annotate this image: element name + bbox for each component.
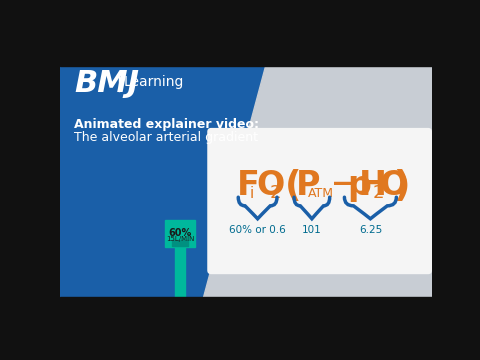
Text: 15L/MIN: 15L/MIN — [166, 236, 194, 242]
Text: Learning: Learning — [123, 75, 184, 89]
Text: ATM: ATM — [308, 187, 334, 200]
Polygon shape — [204, 66, 432, 297]
FancyBboxPatch shape — [207, 128, 432, 274]
Text: 60% or 0.6: 60% or 0.6 — [229, 225, 286, 235]
Text: O: O — [256, 169, 284, 202]
Bar — [60, 43, 432, 66]
Text: H: H — [359, 169, 387, 202]
Text: (: ( — [285, 168, 301, 203]
Text: 60%: 60% — [168, 228, 192, 238]
Text: F: F — [237, 169, 260, 202]
Bar — [172, 239, 188, 246]
Text: 2: 2 — [373, 184, 384, 202]
Text: O: O — [379, 169, 408, 202]
Bar — [166, 220, 195, 247]
Bar — [176, 234, 185, 297]
Text: −: − — [331, 170, 355, 198]
Text: 2: 2 — [270, 184, 282, 202]
Text: p: p — [347, 169, 371, 202]
Text: Animated explainer video:: Animated explainer video: — [74, 118, 259, 131]
Text: 101: 101 — [302, 225, 322, 235]
Bar — [60, 297, 432, 320]
Text: P: P — [296, 169, 320, 202]
Text: 6.25: 6.25 — [359, 225, 382, 235]
Text: ): ) — [393, 168, 410, 203]
Text: The alveolar arterial gradient: The alveolar arterial gradient — [74, 131, 258, 144]
Text: i: i — [250, 186, 254, 201]
Polygon shape — [60, 66, 265, 297]
Text: BMJ: BMJ — [74, 69, 139, 98]
